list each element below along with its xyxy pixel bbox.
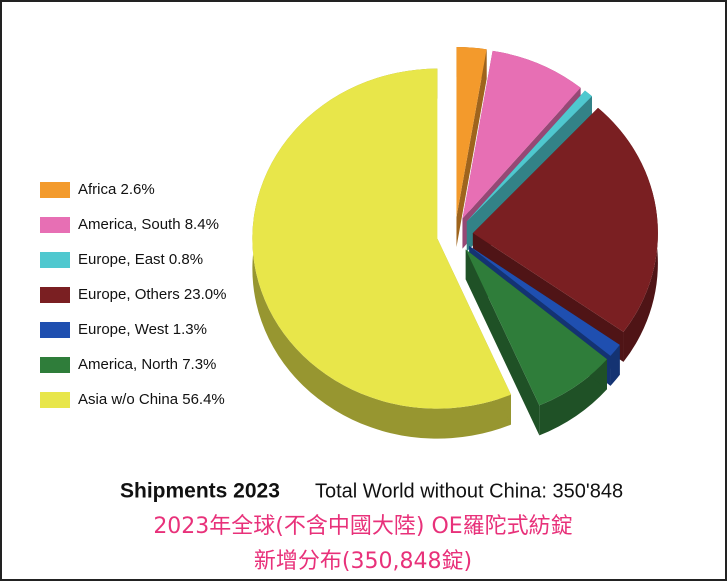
legend-swatch [40, 252, 70, 268]
legend-name: America, North [78, 356, 178, 373]
slice [465, 249, 607, 406]
legend-name: Europe, East [78, 251, 166, 268]
legend-value: 56.4% [182, 391, 225, 408]
pie-tops [252, 47, 658, 409]
caption-line: 2023年全球(不含中國大陸) OE羅陀式紡錠 [153, 514, 572, 539]
legend-entry: Europe, Others 23.0% [78, 286, 226, 303]
legend-entry: Africa 2.6% [78, 181, 155, 198]
legend-value: 23.0% [184, 286, 227, 303]
legend-name: Europe, West [78, 321, 169, 338]
legend-value: 0.8% [169, 251, 203, 268]
legend-swatch [40, 322, 70, 338]
slice [462, 50, 581, 219]
slice [252, 68, 511, 409]
chart-title: Shipments 2023 [120, 480, 280, 503]
slice [472, 107, 658, 332]
slice [456, 47, 487, 218]
legend-swatch [40, 357, 70, 373]
legend-swatch [40, 392, 70, 408]
legend-swatch [40, 217, 70, 233]
chart-subtitle: Total World without China: 350'848 [315, 480, 623, 502]
legend-entry: America, South 8.4% [78, 216, 219, 233]
legend-name: Europe, Others [78, 286, 180, 303]
legend-value: 1.3% [173, 321, 207, 338]
legend-value: 2.6% [121, 181, 155, 198]
legend-entry: Asia w/o China 56.4% [78, 391, 225, 408]
legend-value: 8.4% [185, 216, 219, 233]
legend-value: 7.3% [182, 356, 216, 373]
legend-swatch [40, 287, 70, 303]
legend-name: Asia w/o China [78, 391, 179, 408]
slice-side [465, 249, 540, 436]
slice [466, 90, 592, 222]
legend-entry: Europe, West 1.3% [78, 321, 207, 338]
legend-swatch [40, 182, 70, 198]
slice-side [456, 49, 487, 248]
caption-line: 新增分布(350,848錠) [254, 549, 472, 574]
legend-name: America, South [78, 216, 181, 233]
legend-entry: America, North 7.3% [78, 356, 216, 373]
legend-name: Africa [78, 181, 117, 198]
slice [469, 246, 620, 356]
slice-side [539, 359, 607, 436]
legend-entry: Europe, East 0.8% [78, 251, 203, 268]
